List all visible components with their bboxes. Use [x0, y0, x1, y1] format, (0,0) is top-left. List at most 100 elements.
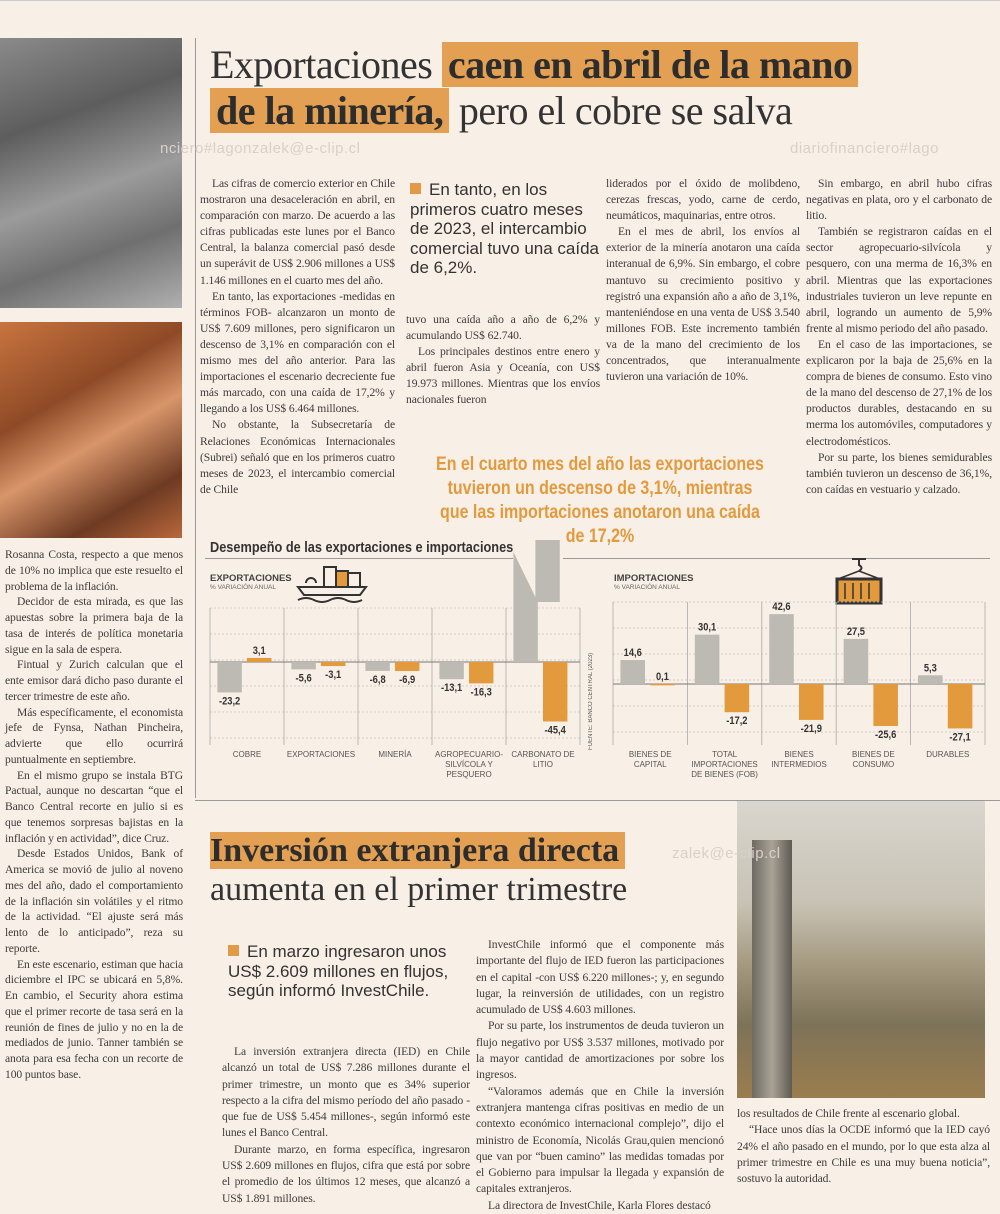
article2-column-1: La inversión extranjera directa (IED) en… — [222, 1044, 470, 1207]
paragraph: En el mismo grupo se instala BTG Pactual… — [5, 768, 183, 845]
column-divider — [195, 38, 196, 798]
data-label: -13,1 — [441, 683, 463, 695]
paragraph: Las cifras de comercio exterior en Chile… — [200, 177, 395, 287]
paragraph: Sin embargo, en abril hubo cifras negati… — [806, 177, 992, 223]
data-label: 27,5 — [847, 626, 865, 638]
paragraph: InvestChile informó que el componente má… — [476, 938, 724, 1017]
bar — [469, 662, 494, 684]
bar — [694, 634, 720, 684]
headline-highlight: Inversión extranjera directa — [210, 832, 626, 869]
paragraph: Fintual y Zurich calculan que el ente em… — [5, 658, 183, 703]
headline-text: Exportaciones — [210, 42, 442, 87]
data-label: -25,6 — [875, 729, 897, 741]
paragraph: tuvo una caída año a año de 6,2% y acumu… — [406, 313, 600, 343]
bullet-square-icon — [410, 183, 421, 194]
bar — [799, 684, 824, 720]
paragraph: Por su parte, los bienes semidurables ta… — [806, 450, 992, 496]
cargo-ship-icon — [296, 566, 368, 603]
paragraph: No obstante, la Subsecretaría de Relacio… — [200, 418, 395, 496]
watermark: nciero#lagonzalek@e-clip.cl — [160, 140, 361, 157]
paragraph: los resultados de Chile frente al escena… — [737, 1107, 960, 1120]
bar — [543, 662, 568, 722]
article-column-4: Sin embargo, en abril hubo cifras negati… — [806, 176, 992, 498]
bar — [291, 662, 316, 670]
data-label: 0,1 — [656, 671, 669, 683]
chart-title-rule — [563, 558, 990, 559]
bar — [947, 684, 973, 729]
data-label: 5,3 — [924, 663, 937, 675]
data-label: -6,8 — [370, 674, 386, 686]
article-column-2: tuvo una caída año a año de 6,2% y acumu… — [406, 312, 600, 409]
data-label: 14,6 — [624, 647, 642, 659]
paragraph: “Hace unos días la OCDE informó que la I… — [737, 1123, 990, 1186]
paragraph: En el mes de abril, los envíos al exteri… — [606, 225, 800, 384]
truck-photo — [0, 322, 182, 538]
category-label: MINERÍA — [378, 750, 412, 759]
paragraph: En el caso de las importaciones, se expl… — [806, 337, 992, 448]
section-divider — [195, 800, 1000, 801]
bar-chart: -23,2-5,6-6,8-13,1791,43,1-3,1-6,9-16,3-… — [209, 540, 986, 745]
chart-title-rule — [205, 558, 513, 559]
paragraph: En tanto, las exportaciones -medidas en … — [200, 289, 395, 416]
callout-quote: En tanto, en los primeros cuatro meses d… — [410, 180, 600, 278]
data-label: -17,2 — [726, 716, 748, 728]
paragraph: Por su parte, los instrumentos de deuda … — [476, 1019, 724, 1082]
bar — [439, 662, 464, 680]
bar — [247, 657, 272, 662]
paragraph: Rosanna Costa, respecto a que menos de 1… — [5, 548, 183, 593]
data-label: -45,4 — [545, 725, 567, 737]
data-label: -3,1 — [325, 669, 341, 681]
category-label: TOTAL IMPORTACIONES DE BIENES (FOB) — [691, 750, 758, 779]
article-headline-2: Inversión extranjera directa aumenta en … — [210, 832, 730, 910]
data-label: 42,6 — [772, 602, 790, 614]
bar — [843, 638, 869, 684]
bar — [217, 662, 242, 693]
paragraph: Más específicamente, el economista jefe … — [5, 705, 183, 766]
bar — [724, 684, 750, 713]
article2-column-2: InvestChile informó que el componente má… — [476, 937, 724, 1214]
supermarket-photo — [0, 38, 182, 308]
paragraph: Los principales destinos entre enero y a… — [406, 345, 600, 407]
data-label: -23,2 — [219, 696, 241, 708]
category-label: BIENES DE CONSUMO — [852, 750, 895, 769]
paragraph: Decidor de esta mirada, es que las apues… — [5, 595, 183, 656]
watermark: zalek@e-clip.cl — [672, 845, 781, 862]
data-label: -21,9 — [801, 723, 823, 735]
category-label: DURABLES — [926, 750, 970, 759]
paragraph: Durante marzo, en forma específica, ingr… — [222, 1142, 470, 1205]
data-label: -5,6 — [296, 673, 312, 685]
article-column-3: liderados por el óxido de molibdeno, cer… — [606, 176, 800, 385]
category-label: EXPORTACIONES — [286, 750, 356, 759]
bar — [650, 683, 675, 686]
data-label: 30,1 — [698, 622, 716, 634]
left-column-text: Rosanna Costa, respecto a que menos de 1… — [5, 547, 183, 1083]
shipping-container-icon — [835, 558, 883, 605]
article-column-1: Las cifras de comercio exterior en Chile… — [200, 176, 395, 498]
headline-highlight: de la minería, — [210, 88, 450, 133]
article2-column-3: los resultados de Chile frente al escena… — [737, 1106, 990, 1187]
bar — [873, 684, 898, 726]
category-label: CARBONATO DE LITIO — [511, 750, 575, 769]
paragraph: liderados por el óxido de molibdeno, cer… — [606, 177, 800, 223]
category-label: COBRE — [232, 750, 262, 759]
data-label: -27,1 — [949, 732, 971, 744]
watermark: diariofinanciero#lago — [790, 140, 939, 157]
bullet-square-icon — [228, 945, 239, 956]
paragraph: En este escenario, estiman que hacia dic… — [5, 957, 183, 1081]
headline-highlight: caen en abril de la mano — [441, 42, 859, 87]
bar — [620, 660, 645, 684]
paragraph: La inversión extranjera directa (IED) en… — [222, 1045, 470, 1140]
data-label: -6,9 — [399, 674, 415, 686]
article-headline: Exportaciones caen en abril de la mano d… — [210, 42, 990, 134]
paragraph: Desde Estados Unidos, Bank of America se… — [5, 847, 183, 955]
bar — [321, 662, 346, 667]
paragraph: También se registraron caídas en el sect… — [806, 225, 992, 335]
category-label: BIENES DE CAPITAL — [628, 750, 672, 769]
category-label: BIENES INTERMEDIOS — [771, 750, 827, 769]
bar-broken-lower — [513, 552, 538, 662]
headline-text: aumenta en el primer trimestre — [210, 871, 628, 908]
exports-panel-title: EXPORTACIONES% VARIACIÓN ANUAL — [210, 573, 292, 591]
bar — [918, 675, 943, 684]
callout-text: En marzo ingresaron unos US$ 2.609 millo… — [228, 942, 449, 1000]
top-rule — [0, 0, 1000, 1]
